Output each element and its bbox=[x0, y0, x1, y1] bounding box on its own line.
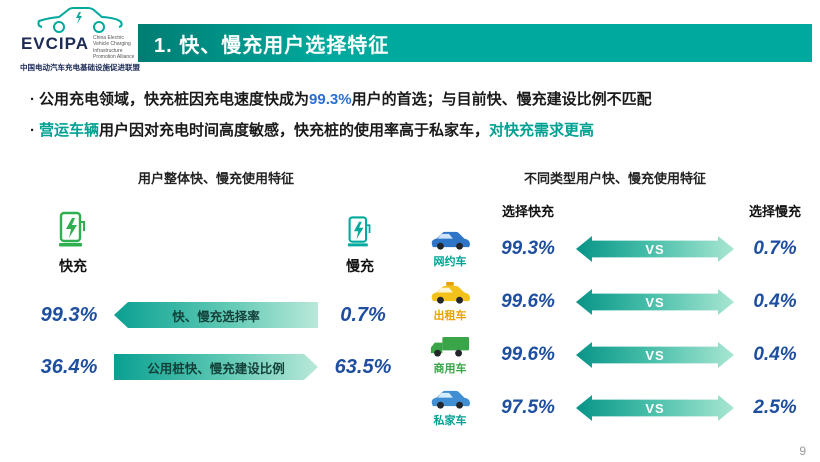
bullet-2-highlight-2: 对快充需求更高 bbox=[489, 122, 595, 140]
vs-label: VS bbox=[645, 294, 665, 310]
slow-column-header: 选择慢充 bbox=[748, 204, 801, 219]
logo-brand-text: EVCIPA bbox=[20, 34, 90, 53]
slow-selection-rate: 0.7% bbox=[340, 303, 386, 326]
private-car-cell: 私家车 bbox=[420, 389, 480, 428]
page-title: 1. 快、慢充用户选择特征 bbox=[154, 34, 390, 57]
ev-car-logo-icon bbox=[37, 7, 123, 33]
bullet-1: · 公用充电领域，快充桩因充电速度快成为99.3%用户的首选；与目前快、慢充建设比… bbox=[30, 88, 802, 111]
slow-build-ratio: 63.5% bbox=[334, 355, 392, 378]
by-type-panel: 不同类型用户快、慢充使用特征 选择快充 选择慢充 网约车 99.3% VS bbox=[420, 168, 810, 432]
taxi-slow-pct: 0.4% bbox=[753, 291, 797, 312]
selection-rate-banner: 快、慢充选择率 bbox=[114, 302, 318, 328]
bullet-1-text-2: 用户的首选；与目前快、慢充建设比例不匹配 bbox=[351, 91, 652, 108]
vs-label: VS bbox=[645, 400, 665, 416]
by-type-header-row: 选择快充 选择慢充 bbox=[420, 201, 810, 220]
private-slow-pct: 2.5% bbox=[753, 397, 797, 418]
private-vs-arrow: VS bbox=[576, 395, 734, 421]
bullet-2-text: 用户因对充电时间高度敏感，快充桩的使用率高于私家车， bbox=[99, 122, 490, 140]
taxi-fast-pct: 99.6% bbox=[501, 291, 555, 312]
bullet-marker: · bbox=[30, 122, 35, 140]
ride-hailing-slow-pct: 0.7% bbox=[753, 238, 797, 259]
charger-icons-row: 快充 慢充 bbox=[32, 211, 400, 276]
commercial-slow-pct: 0.4% bbox=[753, 344, 797, 365]
ride-hailing-car-icon bbox=[431, 231, 471, 250]
ride-hailing-vs-arrow: VS bbox=[576, 236, 734, 262]
fast-selection-rate: 99.3% bbox=[40, 303, 98, 326]
selection-rate-label: 快、慢充选择率 bbox=[172, 309, 260, 324]
section-header-bar: 1. 快、慢充用户选择特征 bbox=[138, 24, 812, 62]
fast-charger: 快充 bbox=[58, 211, 88, 276]
vs-label: VS bbox=[645, 347, 665, 363]
private-car-label: 私家车 bbox=[433, 414, 467, 427]
build-ratio-row: 36.4% 公用桩快、慢充建设比例 63.5% bbox=[32, 354, 400, 380]
ride-hailing-label: 网约车 bbox=[433, 255, 467, 268]
slow-charger: 慢充 bbox=[346, 215, 374, 276]
overall-usage-panel: 用户整体快、慢充使用特征 快充 慢充 bbox=[32, 168, 400, 380]
vehicle-row-taxi: 出租车 99.6% VS 0.4% bbox=[420, 278, 810, 326]
bullet-marker: · bbox=[30, 91, 35, 108]
by-type-panel-title: 不同类型用户快、慢充使用特征 bbox=[523, 171, 706, 186]
fast-column-header: 选择快充 bbox=[501, 204, 554, 219]
vehicle-row-commercial: 商用车 99.6% VS 0.4% bbox=[420, 331, 810, 379]
private-car-icon bbox=[431, 390, 471, 409]
commercial-vs-arrow: VS bbox=[576, 342, 734, 368]
bullet-1-highlight: 99.3% bbox=[309, 91, 352, 108]
logo-chinese-subtitle: 中国电动汽车充电基础设施促进联盟 bbox=[20, 63, 140, 72]
private-fast-pct: 97.5% bbox=[501, 397, 555, 418]
bullet-1-text: 公用充电领域，快充桩因充电速度快成为 bbox=[39, 91, 310, 108]
slow-charger-icon bbox=[347, 216, 371, 247]
taxi-label: 出租车 bbox=[433, 309, 467, 322]
vehicle-row-ride-hailing: 网约车 99.3% VS 0.7% bbox=[420, 225, 810, 273]
selection-rate-row: 99.3% 快、慢充选择率 0.7% bbox=[32, 302, 400, 328]
taxi-cell: 出租车 bbox=[420, 281, 480, 323]
commercial-truck-icon bbox=[430, 336, 470, 357]
page-number: 9 bbox=[799, 444, 806, 458]
ride-hailing-cell: 网约车 bbox=[420, 230, 480, 269]
fast-charger-label: 快充 bbox=[59, 258, 87, 274]
overall-panel-title: 用户整体快、慢充使用特征 bbox=[137, 171, 294, 186]
vehicle-row-private: 私家车 97.5% VS 2.5% bbox=[420, 384, 810, 432]
bullet-2-highlight: 营运车辆 bbox=[39, 122, 100, 140]
taxi-vs-arrow: VS bbox=[576, 289, 734, 315]
logo-english-subtitle: China Electric Vehicle Charging Infrastr… bbox=[93, 35, 135, 60]
build-ratio-label: 公用桩快、慢充建设比例 bbox=[147, 361, 285, 376]
commercial-fast-pct: 99.6% bbox=[501, 344, 555, 365]
evcipa-logo: EVCIPA China Electric Vehicle Charging I… bbox=[14, 6, 146, 73]
build-ratio-banner: 公用桩快、慢充建设比例 bbox=[114, 354, 318, 380]
vs-label: VS bbox=[645, 241, 665, 257]
taxi-icon bbox=[431, 281, 471, 304]
commercial-label: 商用车 bbox=[433, 362, 467, 375]
commercial-cell: 商用车 bbox=[420, 335, 480, 376]
ride-hailing-fast-pct: 99.3% bbox=[501, 238, 555, 259]
key-findings: · 公用充电领域，快充桩因充电速度快成为99.3%用户的首选；与目前快、慢充建设比… bbox=[30, 88, 802, 151]
fast-build-ratio: 36.4% bbox=[40, 355, 98, 378]
bullet-2: · 营运车辆用户因对充电时间高度敏感，快充桩的使用率高于私家车，对快充需求更高 bbox=[30, 119, 802, 142]
slow-charger-label: 慢充 bbox=[346, 258, 374, 274]
fast-charger-icon bbox=[59, 211, 85, 247]
